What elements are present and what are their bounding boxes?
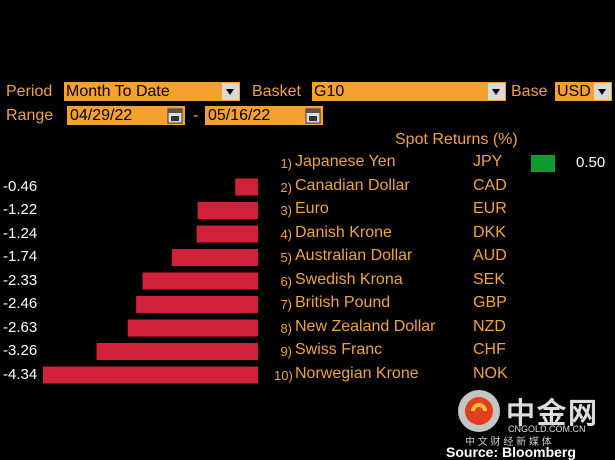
base-label: Base: [511, 83, 548, 100]
chevron-down-icon[interactable]: [222, 83, 239, 100]
rank-sek: 6): [280, 273, 292, 289]
currency-code-dkk: DKK: [473, 223, 506, 241]
currency-code-nok: NOK: [473, 364, 508, 382]
basket-value: G10: [314, 83, 345, 100]
currency-code-jpy: JPY: [473, 153, 503, 170]
period-select[interactable]: Month To Date: [64, 82, 240, 101]
value-label-eur: -1.22: [3, 201, 38, 218]
currency-code-nzd: NZD: [473, 317, 506, 335]
currency-name-chf: Swiss Franc: [295, 341, 383, 358]
currency-code-eur: EUR: [473, 200, 507, 217]
currency-code-gbp: GBP: [473, 294, 507, 311]
rank-chf: 9): [280, 344, 292, 359]
cngold-logo-icon: [458, 390, 500, 432]
currency-code-aud: AUD: [473, 247, 507, 264]
currency-name-jpy: Japanese Yen: [295, 153, 396, 170]
value-label-sek: -2.33: [3, 271, 38, 289]
bar-aud: [171, 249, 258, 266]
chevron-down-icon[interactable]: [488, 83, 505, 100]
range-label: Range: [6, 107, 54, 124]
bar-jpy: [531, 155, 555, 172]
calendar-icon[interactable]: [305, 108, 321, 124]
chevron-down-icon[interactable]: [594, 83, 611, 100]
bar-nzd: [127, 319, 259, 337]
value-label-gbp: -2.46: [3, 295, 38, 312]
range-end-input[interactable]: 05/16/22: [205, 106, 323, 125]
bar-nok: [43, 366, 258, 384]
calendar-icon[interactable]: [167, 108, 183, 124]
currency-name-gbp: British Pound: [295, 294, 391, 311]
base-select[interactable]: USD: [555, 82, 612, 101]
value-label-cad: -0.46: [3, 177, 38, 195]
rank-gbp: 7): [280, 297, 292, 312]
watermark-domain: CNGOLD.COM.CN: [508, 424, 586, 434]
currency-code-sek: SEK: [473, 270, 506, 288]
value-label-dkk: -1.24: [3, 224, 38, 242]
source-label: Source: Bloomberg: [446, 444, 576, 460]
currency-code-chf: CHF: [473, 341, 506, 358]
bar-sek: [142, 272, 258, 290]
base-value: USD: [557, 83, 591, 100]
spot-returns-header: Spot Returns (%): [395, 131, 518, 148]
currency-name-cad: Canadian Dollar: [295, 176, 410, 194]
currency-name-aud: Australian Dollar: [295, 247, 413, 264]
basket-select[interactable]: G10: [312, 82, 506, 101]
range-separator: -: [193, 107, 199, 124]
bar-dkk: [196, 225, 258, 243]
value-label-jpy: 0.50: [576, 154, 606, 171]
currency-name-nzd: New Zealand Dollar: [295, 317, 436, 335]
currency-name-eur: Euro: [295, 200, 329, 217]
currency-name-nok: Norwegian Krone: [295, 364, 419, 382]
rank-nok: 10): [274, 367, 293, 383]
bar-gbp: [136, 296, 258, 313]
rank-aud: 5): [280, 250, 292, 265]
value-label-nzd: -2.63: [3, 318, 38, 336]
watermark-brand: 中金网: [506, 398, 600, 430]
range-start-value: 04/29/22: [70, 107, 133, 124]
range-start-input[interactable]: 04/29/22: [67, 106, 185, 125]
bar-eur: [197, 202, 258, 219]
rank-dkk: 4): [280, 226, 292, 242]
rank-nzd: 8): [280, 320, 292, 336]
value-label-chf: -3.26: [3, 342, 38, 359]
rank-eur: 3): [280, 203, 292, 218]
currency-name-sek: Swedish Krona: [295, 270, 403, 288]
value-label-nok: -4.34: [3, 365, 38, 383]
range-end-value: 05/16/22: [208, 107, 271, 124]
value-label-aud: -1.74: [3, 248, 38, 265]
rank-cad: 2): [280, 179, 292, 195]
currency-name-dkk: Danish Krone: [295, 223, 392, 241]
basket-label: Basket: [252, 83, 301, 100]
bar-chf: [96, 343, 258, 360]
period-label: Period: [6, 83, 53, 100]
rank-jpy: 1): [280, 156, 292, 171]
watermark-tagline: 中 文 财 经 新 媒 体: [465, 437, 552, 448]
cngold-watermark: 中金网 CNGOLD.COM.CN: [456, 388, 611, 436]
period-value: Month To Date: [66, 83, 170, 100]
currency-code-cad: CAD: [473, 176, 507, 194]
bar-cad: [235, 178, 258, 196]
